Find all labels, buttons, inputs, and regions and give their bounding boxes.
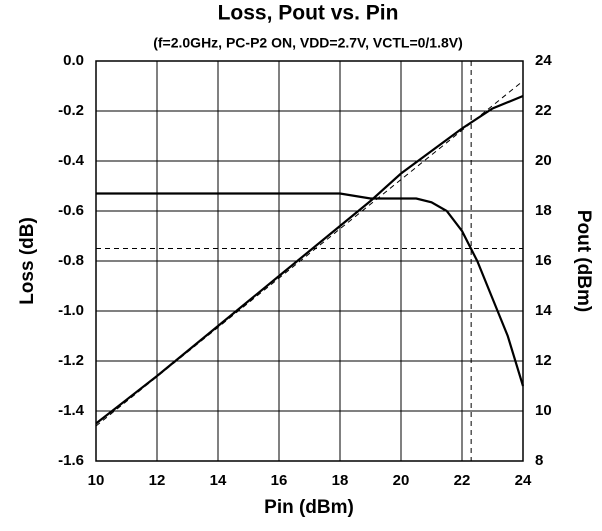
plot-frame xyxy=(95,60,524,462)
y2-tick-label: 14 xyxy=(535,302,552,319)
x-tick-label: 20 xyxy=(393,472,410,489)
y2-tick-label: 24 xyxy=(535,52,552,69)
y2-tick-label: 8 xyxy=(535,452,543,469)
y-tick-label: -1.2 xyxy=(58,352,84,369)
x-tick-label: 18 xyxy=(332,472,349,489)
x-axis-title: Pin (dBm) xyxy=(264,497,354,518)
y-tick-label: -1.0 xyxy=(58,302,84,319)
series-line xyxy=(95,94,524,425)
chart-title: Loss, Pout vs. Pin xyxy=(218,2,399,25)
x-tick-label: 16 xyxy=(271,472,288,489)
y-tick-label: -1.4 xyxy=(58,402,85,419)
ideal-line xyxy=(95,80,524,427)
y-tick-label: -0.8 xyxy=(58,252,84,269)
y2-tick-label: 18 xyxy=(535,202,552,219)
y2-axis-title: Pout (dBm) xyxy=(573,210,594,312)
y-tick-label: -0.2 xyxy=(58,102,84,119)
x-tick-label: 10 xyxy=(88,472,105,489)
x-tick-label: 22 xyxy=(454,472,471,489)
y2-tick-label: 10 xyxy=(535,402,552,419)
y2-tick-label: 16 xyxy=(535,252,552,269)
y2-tick-label: 20 xyxy=(535,152,552,169)
x-tick-label: 24 xyxy=(515,472,532,489)
x-tick-label: 12 xyxy=(149,472,166,489)
y2-tick-label: 12 xyxy=(535,352,552,369)
series-line xyxy=(96,192,525,387)
y-tick-label: -0.4 xyxy=(58,152,85,169)
chart-subtitle: (f=2.0GHz, PC-P2 ON, VDD=2.7V, VCTL=0/1.… xyxy=(153,35,463,51)
y-tick-label: -1.6 xyxy=(58,452,84,469)
y2-tick-label: 22 xyxy=(535,102,552,119)
y-tick-label: -0.6 xyxy=(58,202,84,219)
y-axis-title: Loss (dB) xyxy=(17,217,38,305)
x-tick-label: 14 xyxy=(210,472,227,489)
y-tick-label: 0.0 xyxy=(63,52,84,69)
